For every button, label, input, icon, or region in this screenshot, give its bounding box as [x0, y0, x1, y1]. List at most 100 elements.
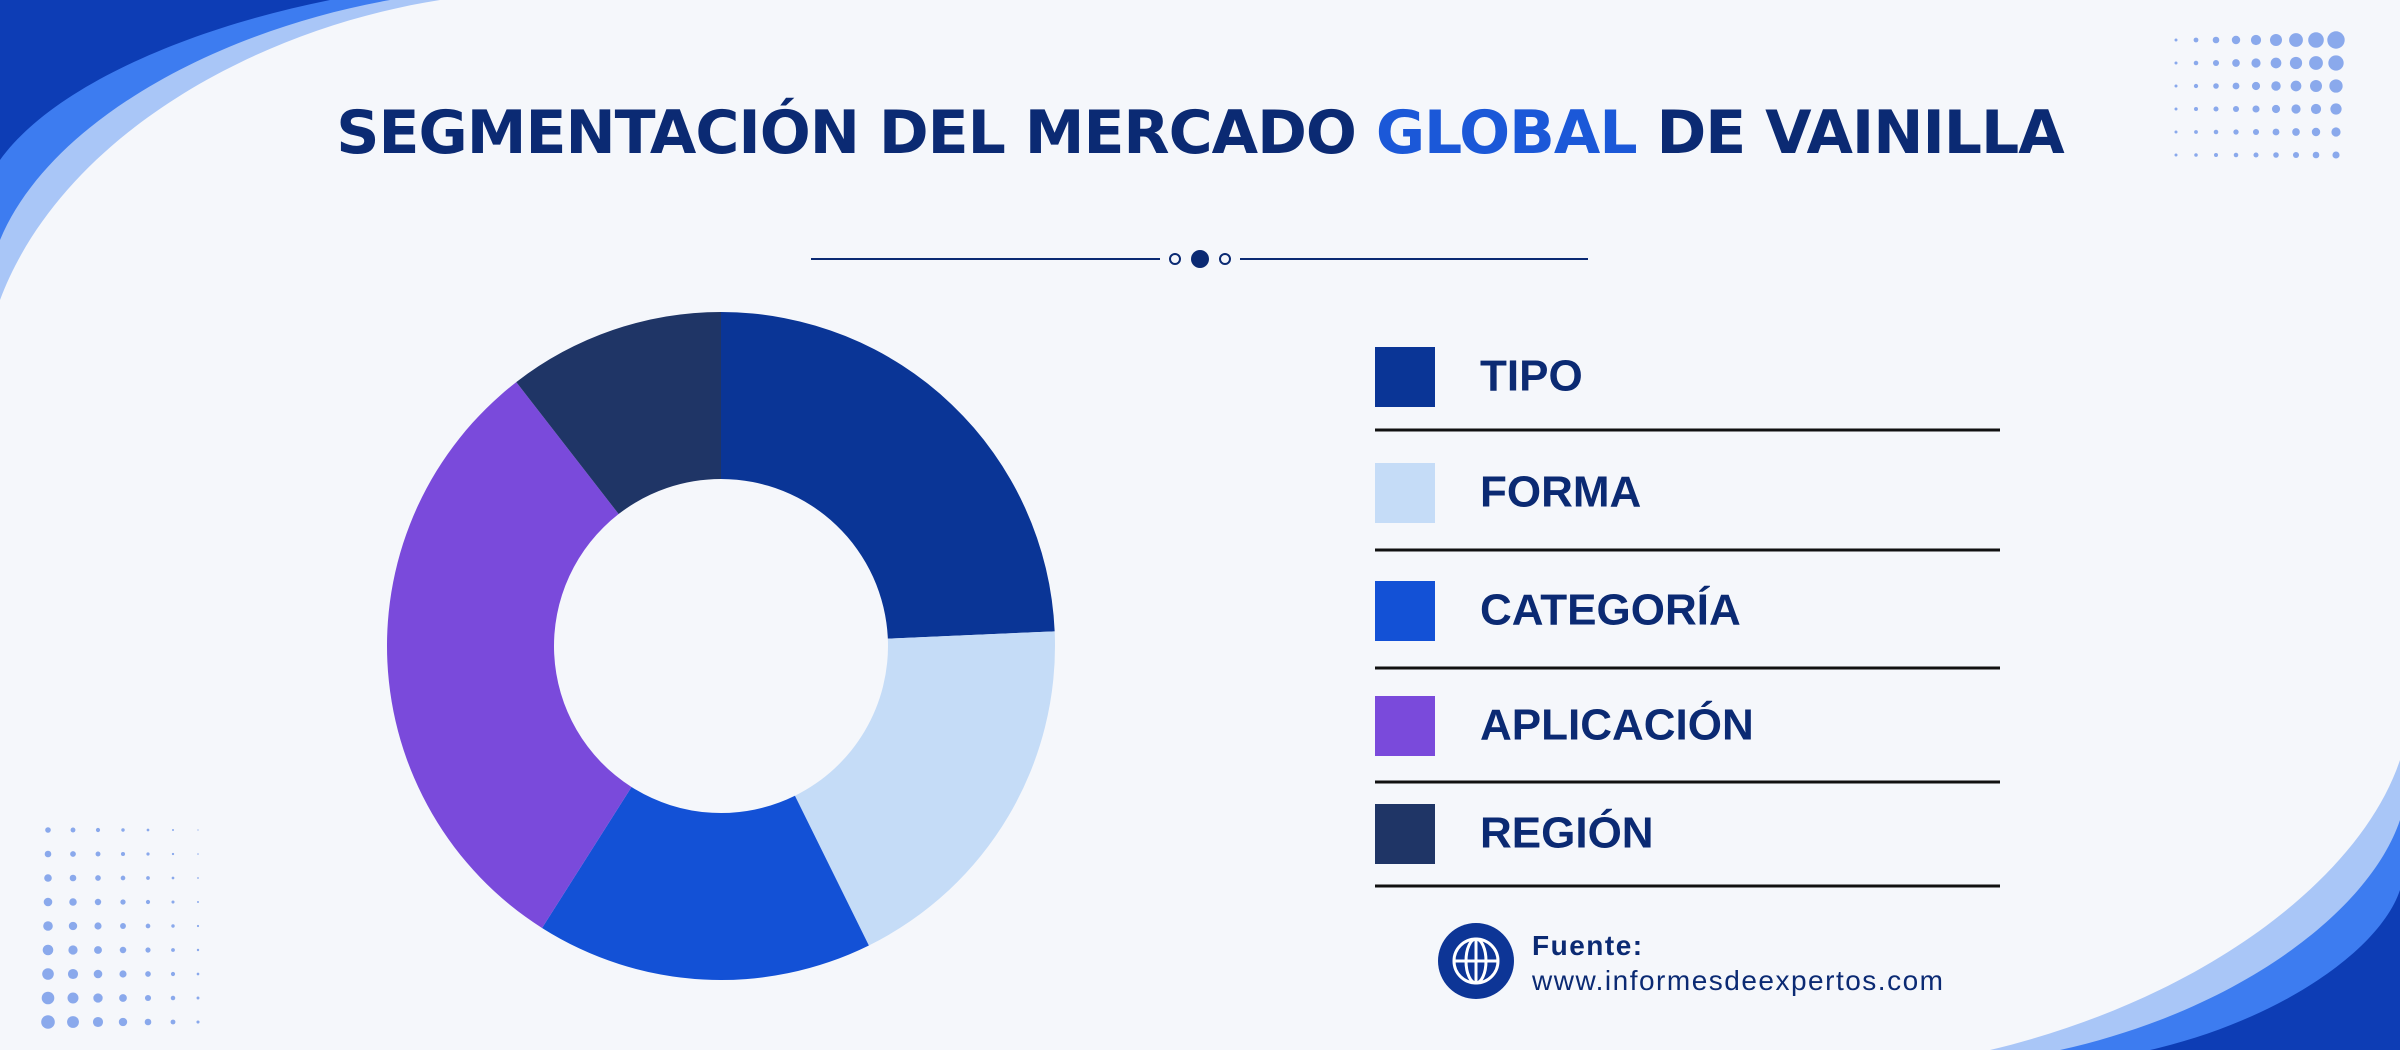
decor-dot [196, 996, 200, 1000]
decor-dot [2250, 34, 2262, 46]
decor-dot [42, 968, 54, 980]
decor-dot [171, 924, 175, 928]
decor-dot [2231, 35, 2241, 45]
decor-dot [121, 828, 125, 832]
legend-label: TIPO [1480, 352, 1583, 401]
decor-dot [118, 1017, 128, 1027]
legend-label: APLICACIÓN [1480, 700, 1754, 750]
decor-dot [67, 1016, 79, 1028]
decor-dot [171, 852, 175, 856]
decor-dot [120, 875, 126, 881]
decor-dot [145, 923, 151, 929]
decor-dot [2251, 58, 2261, 68]
decor-dot [146, 876, 150, 880]
decor-dot [2290, 80, 2302, 92]
decor-dot [170, 971, 176, 977]
decor-dot [171, 948, 175, 952]
decor-dot [2174, 130, 2178, 134]
decor-dot [2193, 83, 2199, 89]
decor-dot [67, 992, 79, 1004]
decor-dot [41, 1015, 55, 1029]
decor-dot [170, 1019, 176, 1025]
legend-swatch [1375, 463, 1435, 523]
decor-dot [94, 946, 102, 954]
decor-dot [120, 923, 126, 929]
decor-dot [2233, 152, 2239, 158]
decor-dot [146, 852, 150, 856]
decor-dot [145, 899, 151, 905]
decor-dot [94, 922, 102, 930]
donut [387, 312, 1055, 980]
decor-dot [2270, 57, 2282, 69]
donut-segment [387, 382, 632, 929]
decor-dot [70, 827, 76, 833]
decor-dot [2289, 33, 2303, 47]
decor-dot [2292, 151, 2300, 159]
decor-dot [171, 900, 175, 904]
decor-dot [2213, 129, 2219, 135]
decor-wave [2150, 890, 2400, 1050]
decor-dot [2174, 153, 2178, 157]
decor-dot [196, 924, 200, 928]
decor-dot [70, 851, 76, 857]
donut-segment [516, 312, 721, 515]
decor-dot [2212, 59, 2220, 67]
decor-dot [41, 991, 55, 1005]
decor-dot [2193, 60, 2199, 66]
decor-dot [2252, 128, 2260, 136]
decor-dot [95, 827, 101, 833]
donut-segment [542, 787, 869, 980]
decor-dot [2272, 128, 2280, 136]
decor-dot [2174, 38, 2178, 42]
decor-dot [2332, 151, 2340, 159]
decor-dot [2194, 153, 2198, 157]
source-label: Fuente: [1532, 930, 1644, 961]
decor-dot [2213, 152, 2219, 158]
legend-swatch [1375, 804, 1435, 864]
decor-dot [197, 877, 199, 879]
decor-dot [67, 968, 79, 980]
decor-dot [2253, 152, 2259, 158]
legend: TIPO FORMA CATEGORÍA APLICACIÓN REGIÓN [1375, 347, 2000, 888]
decor-dot [196, 948, 200, 952]
decor-dot [2271, 81, 2281, 91]
decor-dot [43, 921, 53, 931]
decor-dot [2213, 106, 2219, 112]
title-part: SEGMENTACIÓN DEL MERCADO [336, 97, 1356, 168]
decor-dot [43, 897, 53, 907]
decor-dot [95, 851, 101, 857]
decor-dot [44, 850, 52, 858]
decor-dot [68, 921, 78, 931]
source-url: www.informesdeexpertos.com [1531, 965, 1944, 996]
decor-dot [2194, 130, 2198, 134]
divider [811, 250, 1588, 268]
decor-dot [2174, 61, 2178, 65]
title-part: DE VAINILLA [1656, 98, 2065, 168]
decor-wave [0, 0, 330, 160]
chart-title: SEGMENTACIÓN DEL MERCADO GLOBAL DE VAINI… [336, 97, 2065, 168]
decor-dot [119, 970, 127, 978]
decor-dot [2310, 103, 2322, 115]
decor-dot [119, 994, 127, 1002]
decor-dot [2251, 81, 2261, 91]
decor-dot [2327, 31, 2345, 49]
donut-segment [794, 631, 1055, 946]
decor-dot [2309, 56, 2323, 70]
decor-dot [2212, 36, 2220, 44]
decor-dot [69, 874, 77, 882]
decor-dot [68, 945, 78, 955]
decor-dot [2312, 151, 2320, 159]
decor-dot [196, 972, 200, 976]
decor-dot [146, 828, 150, 832]
decor-dot [2308, 32, 2324, 48]
decor-dot [197, 829, 199, 831]
decor-dot [120, 851, 126, 857]
decor-dot [93, 993, 103, 1003]
decor-dot [2232, 59, 2240, 67]
legend-label: REGIÓN [1480, 808, 1654, 858]
decor-dot [170, 995, 176, 1001]
decor-dot [2331, 127, 2341, 137]
decor-dot [2330, 103, 2342, 115]
